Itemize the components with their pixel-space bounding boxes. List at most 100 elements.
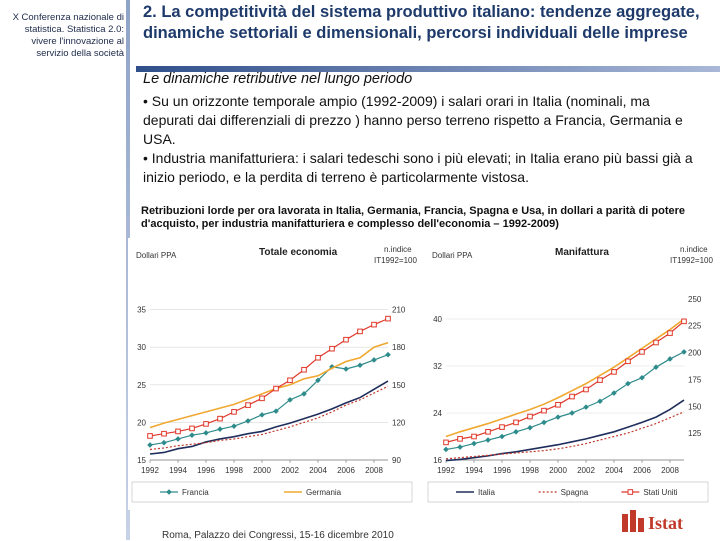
right-tick-label: 90 <box>392 456 401 465</box>
legend-label: Germania <box>306 488 342 497</box>
data-point-francia <box>301 391 307 397</box>
legend-marker <box>627 489 634 495</box>
data-point-stati-uniti <box>583 386 589 393</box>
left-tick-label: 40 <box>433 315 442 324</box>
data-point-stati-uniti <box>301 366 307 373</box>
data-point-francia <box>273 408 279 414</box>
data-point-stati-uniti <box>357 328 363 335</box>
data-point-stati-uniti <box>555 401 561 408</box>
x-tick-label: 2002 <box>281 466 299 475</box>
data-point-stati-uniti <box>371 321 377 328</box>
right-axis-label-sub: IT1992=100 <box>670 256 713 265</box>
left-axis-label: Dollari PPA <box>432 251 473 260</box>
data-point-stati-uniti <box>273 385 279 392</box>
data-point-francia <box>147 442 153 448</box>
x-tick-label: 2006 <box>337 466 355 475</box>
chart-totale-economia-svg: 15 20 25 30 35 90 120 150 180 210 1992 1994 1996 1998… <box>128 238 418 510</box>
chart-title: Totale economia <box>259 247 338 258</box>
left-tick-label: 16 <box>433 456 442 465</box>
data-point-stati-uniti <box>625 358 631 365</box>
right-tick-label: 120 <box>392 418 406 427</box>
data-point-stati-uniti <box>611 369 617 375</box>
right-tick-label: 125 <box>688 429 702 438</box>
data-point-stati-uniti <box>315 354 321 361</box>
data-point-francia <box>259 412 265 418</box>
x-tick-label: 1992 <box>141 466 159 475</box>
slide-subtitle: Le dinamiche retributive nel lungo perio… <box>143 71 413 87</box>
x-tick-label: 2000 <box>253 466 271 475</box>
data-point-francia <box>217 426 223 432</box>
data-point-francia <box>175 436 181 442</box>
data-point-stati-uniti <box>287 377 293 384</box>
x-tick-label: 1998 <box>225 466 243 475</box>
sidebar-panel: X Conferenza nazionale di statistica. St… <box>0 0 130 540</box>
legend-box <box>131 481 413 503</box>
data-point-francia <box>189 432 195 438</box>
chart-manifattura-svg: 16 24 32 40 125 150 175 200 225 250 1992 1994 1996 19… <box>424 238 714 510</box>
data-point-francia <box>231 423 237 429</box>
figure-caption: Retribuzioni lorde per ora lavorata in I… <box>141 205 686 230</box>
data-point-stati-uniti <box>231 409 237 415</box>
x-tick-label: 2004 <box>605 466 623 475</box>
legend-label: Spagna <box>561 488 589 497</box>
x-tick-label: 1996 <box>197 466 215 475</box>
data-point-francia <box>385 351 391 358</box>
chart-totale-economia: 15 20 25 30 35 90 120 150 180 210 1992 1994 1996 1998… <box>128 238 418 510</box>
left-tick-label: 30 <box>137 343 146 352</box>
istat-logo: Istat <box>620 508 710 534</box>
data-point-stati-uniti <box>639 349 645 355</box>
x-tick-label: 2004 <box>309 466 327 475</box>
left-tick-label: 20 <box>137 418 146 427</box>
data-point-stati-uniti <box>527 413 533 420</box>
data-point-francia <box>315 377 321 384</box>
data-point-stati-uniti <box>147 433 153 439</box>
data-point-francia <box>499 433 505 440</box>
data-point-stati-uniti <box>499 424 505 430</box>
bullet-1: • Su un orizzonte temporale ampio (1992-… <box>143 93 683 147</box>
data-point-stati-uniti <box>443 439 449 446</box>
data-point-stati-uniti <box>329 345 335 352</box>
data-point-stati-uniti <box>457 436 463 442</box>
data-point-stati-uniti <box>471 433 477 440</box>
data-point-francia <box>471 440 477 447</box>
left-tick-label: 15 <box>137 456 146 465</box>
x-tick-label: 2008 <box>365 466 383 475</box>
x-tick-label: 2008 <box>661 466 679 475</box>
right-tick-label: 180 <box>392 343 406 352</box>
data-point-stati-uniti <box>569 393 575 400</box>
series-line-spagna <box>149 385 389 451</box>
series-line-germania <box>445 318 685 438</box>
data-point-stati-uniti <box>485 429 491 435</box>
data-point-stati-uniti <box>597 377 603 383</box>
conference-label: X Conferenza nazionale di statistica. St… <box>12 12 124 59</box>
right-tick-label: 200 <box>688 349 702 358</box>
x-tick-label: 2002 <box>577 466 595 475</box>
right-axis-label-sub: IT1992=100 <box>374 256 417 265</box>
data-point-stati-uniti <box>245 402 251 408</box>
data-point-stati-uniti <box>217 415 223 422</box>
left-axis-label: Dollari PPA <box>136 251 177 260</box>
data-point-francia <box>161 439 167 446</box>
legend-label: Stati Uniti <box>643 488 677 497</box>
title-band <box>136 66 720 72</box>
data-point-stati-uniti <box>513 419 519 426</box>
series-line-spagna <box>445 411 685 460</box>
x-tick-label: 1996 <box>493 466 511 475</box>
chart-manifattura: 16 24 32 40 125 150 175 200 225 250 1992 1994 1996 19… <box>424 238 714 510</box>
data-point-francia <box>457 444 463 450</box>
left-tick-label: 32 <box>433 362 442 371</box>
series-line-germania <box>149 341 389 429</box>
x-tick-label: 1994 <box>169 466 187 475</box>
right-tick-label: 150 <box>688 402 702 411</box>
data-point-stati-uniti <box>203 421 209 427</box>
right-tick-label: 150 <box>392 381 406 390</box>
data-point-francia <box>485 437 491 443</box>
left-tick-label: 35 <box>137 306 146 315</box>
footer-text: Roma, Palazzo dei Congressi, 15-16 dicem… <box>162 530 394 541</box>
data-point-stati-uniti <box>541 407 547 414</box>
legend-box <box>427 481 709 503</box>
right-axis-label: n.indice <box>680 245 708 254</box>
data-point-francia <box>203 430 209 436</box>
right-tick-label: 210 <box>392 306 406 315</box>
x-tick-label: 1992 <box>437 466 455 475</box>
